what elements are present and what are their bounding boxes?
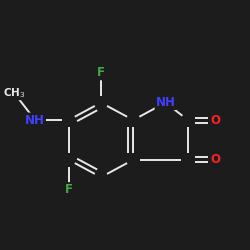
Text: NH: NH	[156, 96, 176, 109]
Text: F: F	[97, 66, 105, 79]
Text: NH: NH	[25, 114, 45, 126]
Text: O: O	[210, 153, 220, 166]
Text: F: F	[65, 183, 73, 196]
Text: CH$_3$: CH$_3$	[3, 86, 25, 100]
Text: O: O	[210, 114, 220, 126]
